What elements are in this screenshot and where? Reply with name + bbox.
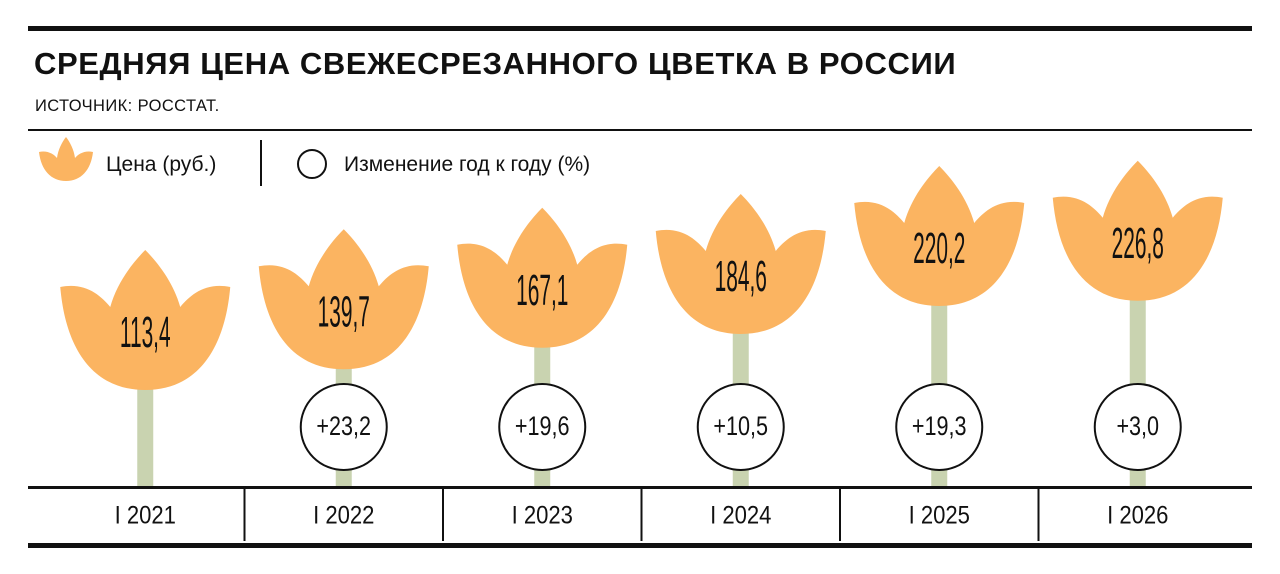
legend-separator [260, 140, 262, 186]
circle-icon [297, 149, 327, 179]
price-flower [258, 229, 429, 370]
category-label: I 2022 [313, 502, 374, 530]
price-flower [854, 165, 1025, 306]
baseline-rule [28, 486, 1252, 489]
change-circle [498, 383, 587, 471]
price-flower [457, 207, 628, 348]
change-circle [1093, 383, 1182, 471]
price-value-label: 184,6 [715, 253, 767, 302]
price-value-label: 139,7 [318, 288, 370, 337]
category-label: I 2024 [710, 502, 771, 530]
flower-icon [39, 137, 93, 181]
top-rule [28, 26, 1252, 31]
chart-title: СРЕДНЯЯ ЦЕНА СВЕЖЕСРЕЗАННОГО ЦВЕТКА В РО… [34, 46, 957, 81]
price-flower [60, 250, 231, 390]
change-value-label: +23,2 [316, 412, 371, 442]
category-label: I 2021 [115, 502, 176, 530]
bottom-rule [28, 543, 1252, 548]
header-divider [28, 129, 1252, 131]
price-flower [1052, 160, 1223, 301]
price-value-label: 113,4 [120, 309, 171, 358]
change-value-label: +3,0 [1116, 412, 1159, 442]
legend-change-label: Изменение год к году (%) [344, 153, 591, 176]
price-value-label: 220,2 [913, 225, 965, 274]
change-circle [696, 383, 785, 471]
price-value-label: 167,1 [516, 266, 568, 315]
legend-price-label: Цена (руб.) [106, 153, 217, 176]
category-label: I 2023 [512, 502, 573, 530]
change-value-label: +19,3 [912, 412, 967, 442]
source-note: ИСТОЧНИК: РОССТАТ. [35, 97, 220, 115]
change-value-label: +10,5 [713, 412, 768, 442]
change-circle [299, 383, 388, 471]
price-flower [655, 193, 826, 334]
change-value-label: +19,6 [515, 412, 570, 442]
category-label: I 2025 [909, 502, 970, 530]
change-circle [895, 383, 984, 471]
price-value-label: 226,8 [1112, 219, 1164, 268]
category-label: I 2026 [1107, 502, 1168, 530]
